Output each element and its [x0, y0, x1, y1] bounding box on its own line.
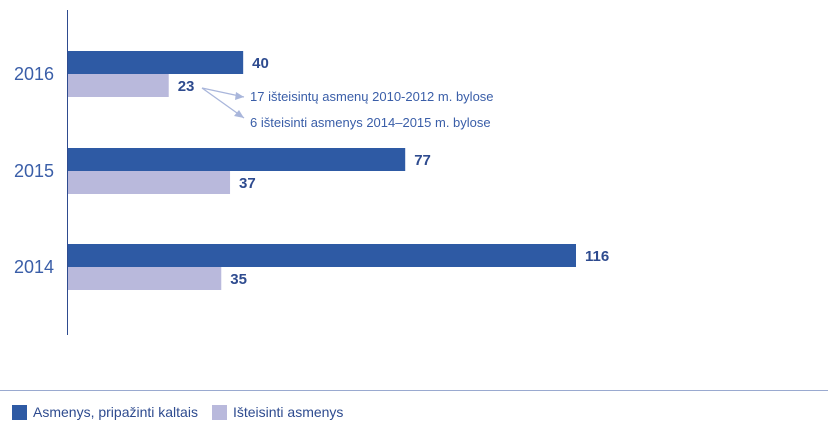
bar-acquitted [68, 171, 231, 194]
annotation-arrowhead [235, 92, 244, 100]
bar-convicted [68, 148, 406, 171]
category-label: 2015 [14, 161, 54, 181]
bar-acquitted [68, 74, 169, 97]
bar-chart: 2016 2015 2014 40 23 77 37 116 35 17 išteisintų… [14, 10, 609, 335]
legend-label: Asmenys, pripažinti kaltais [33, 404, 198, 420]
value-label: 35 [230, 271, 247, 288]
value-label: 116 [585, 248, 609, 265]
annotation-note: 6 išteisinti asmenys 2014–2015 m. bylose [250, 115, 491, 130]
bar-acquitted [68, 267, 222, 290]
legend-item: Išteisinti asmenys [211, 404, 344, 420]
legend-item: Asmenys, pripažinti kaltais [12, 404, 198, 420]
value-label: 37 [239, 175, 256, 192]
category-label: 2014 [14, 257, 54, 277]
value-label: 40 [252, 55, 269, 72]
legend-divider [0, 390, 828, 391]
annotation-arrowhead [234, 110, 244, 118]
annotation-group: 17 išteisintų asmenų 2010-2012 m. bylose… [201, 87, 494, 130]
legend: Asmenys, pripažinti kaltais Išteisinti a… [12, 404, 357, 420]
value-label: 23 [178, 78, 195, 95]
annotation-note: 17 išteisintų asmenų 2010-2012 m. bylose [250, 89, 494, 104]
category-label: 2016 [14, 64, 54, 84]
legend-swatch [211, 404, 227, 420]
value-label: 77 [414, 152, 431, 169]
bar-convicted [68, 244, 576, 267]
legend-label: Išteisinti asmenys [232, 404, 344, 420]
bar-convicted [68, 51, 244, 74]
legend-swatch [12, 404, 27, 420]
